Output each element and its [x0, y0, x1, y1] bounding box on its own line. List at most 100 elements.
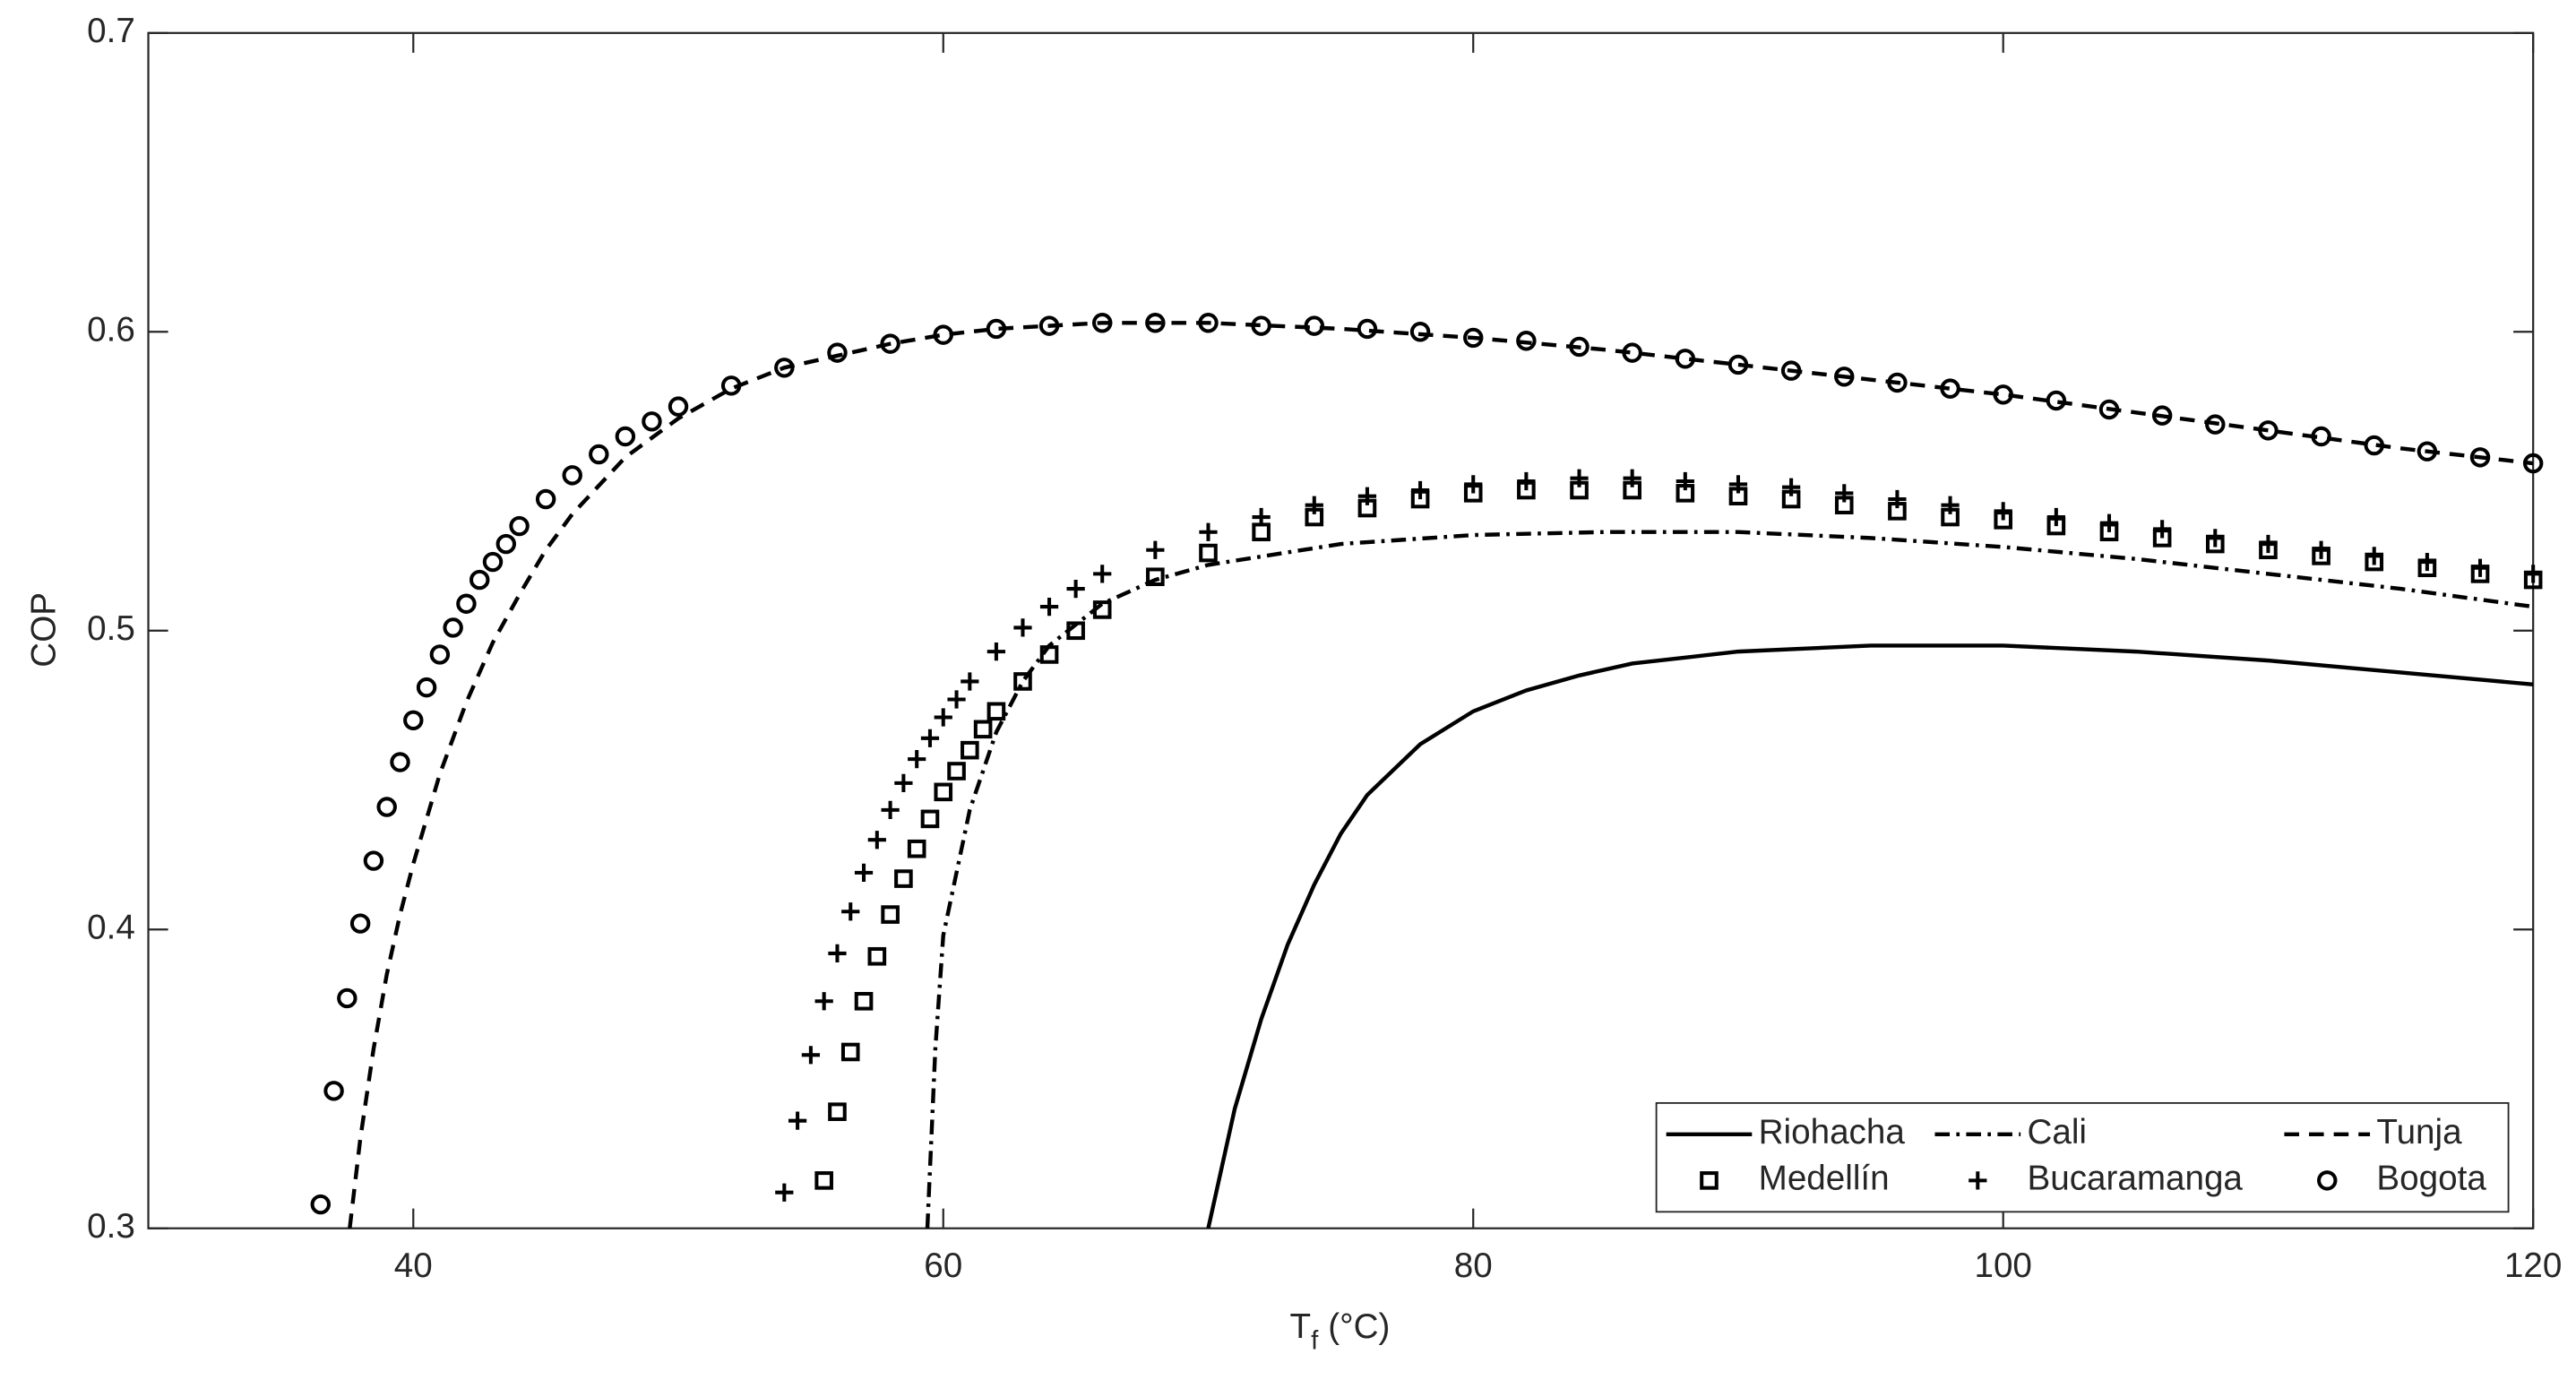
circle-marker	[2151, 405, 2173, 426]
circle-marker	[337, 988, 358, 1009]
circle-marker	[1993, 384, 2013, 405]
plus-marker	[2470, 558, 2490, 577]
circle-marker	[469, 569, 490, 591]
plus-marker	[908, 750, 926, 769]
plot-area	[147, 31, 2535, 1229]
square-marker	[1066, 621, 1085, 641]
plus-marker	[2206, 529, 2225, 548]
y-axis-label: COP	[25, 592, 64, 668]
plus-marker	[828, 944, 847, 963]
circle-marker	[720, 375, 742, 396]
plus-marker	[986, 642, 1006, 661]
plus-marker	[1146, 540, 1165, 559]
x-label-subscript: f	[1311, 1325, 1319, 1355]
circle-marker	[933, 324, 953, 345]
square-marker	[1039, 645, 1059, 664]
plus-marker	[1039, 597, 1059, 617]
circle-marker	[403, 710, 424, 731]
square-marker	[881, 905, 900, 924]
circle-marker	[416, 677, 437, 698]
plus-marker	[1728, 475, 1748, 494]
circle-marker	[363, 850, 384, 871]
x-tick-label: 40	[394, 1246, 433, 1285]
plus-marker	[1941, 496, 1960, 514]
x-tick-label: 80	[1454, 1246, 1493, 1285]
circle-marker	[589, 444, 609, 465]
plus-marker	[1517, 471, 1536, 491]
x-tick-label: 60	[924, 1246, 962, 1285]
circle-marker	[562, 465, 582, 486]
circle-marker	[2522, 453, 2544, 474]
circle-marker	[1834, 367, 1855, 387]
x-axis-label: Tf (°C)	[1290, 1307, 1391, 1355]
legend-label: Cali	[2027, 1113, 2087, 1151]
plus-marker	[2312, 540, 2330, 559]
plus-marker	[1623, 469, 1641, 487]
plus-marker	[1676, 471, 1694, 491]
circle-marker	[1038, 315, 1060, 336]
plus-marker	[775, 1183, 794, 1202]
legend-label: Medellín	[1759, 1160, 1890, 1198]
x-tick-label: 100	[1974, 1246, 2031, 1285]
circle-marker	[1198, 313, 1219, 333]
square-marker	[961, 740, 979, 760]
plus-marker	[1199, 522, 1218, 541]
plus-marker	[801, 1046, 821, 1065]
circle-marker	[390, 752, 410, 772]
plus-marker	[1066, 579, 1085, 599]
square-marker	[828, 1102, 847, 1121]
square-marker	[1252, 522, 1271, 542]
circle-marker	[2469, 447, 2491, 468]
x-label-symbol: T	[1290, 1307, 1312, 1346]
circle-marker	[443, 617, 463, 638]
circle-marker	[1727, 354, 1749, 375]
plus-marker	[1781, 478, 1801, 496]
circle-marker	[1887, 372, 1908, 393]
square-marker	[986, 702, 1006, 721]
square-marker	[840, 1042, 860, 1062]
x-label-unit: (°C)	[1328, 1307, 1390, 1346]
circle-marker	[1091, 313, 1113, 333]
circle-marker	[1622, 342, 1642, 363]
circle-marker	[1569, 336, 1590, 358]
circle-marker	[495, 533, 517, 555]
square-marker	[1199, 543, 1218, 563]
y-tick-label: 0.6	[87, 310, 135, 349]
y-tick-label: 0.4	[87, 908, 135, 946]
circle-marker	[1145, 313, 1166, 333]
square-marker	[1146, 567, 1165, 587]
circle-marker	[642, 411, 662, 432]
plus-marker	[2259, 534, 2278, 554]
legend-label: Bogota	[2376, 1160, 2486, 1198]
plus-marker	[1252, 507, 1271, 527]
plus-marker	[920, 729, 940, 747]
legend-label: Tunja	[2376, 1113, 2462, 1151]
circle-marker	[2098, 399, 2120, 420]
plus-marker	[1994, 502, 2012, 521]
circle-marker	[310, 1194, 331, 1215]
circle-marker	[376, 797, 397, 817]
circle-marker	[535, 488, 556, 510]
square-marker	[907, 839, 926, 858]
circle-marker	[2205, 414, 2226, 435]
plus-marker	[1570, 469, 1589, 487]
circle-marker	[880, 333, 900, 354]
plus-marker	[2524, 565, 2543, 583]
legend-box	[1655, 1101, 2510, 1213]
y-tick-label: 0.7	[87, 12, 135, 50]
plus-marker	[814, 992, 833, 1011]
plus-marker	[1357, 487, 1377, 505]
circle-marker	[429, 644, 451, 665]
circle-marker	[1409, 322, 1431, 342]
square-marker	[894, 869, 913, 888]
circle-marker	[1940, 378, 1960, 399]
circle-marker	[2311, 426, 2331, 447]
plus-marker	[2417, 552, 2436, 572]
square-marker	[1092, 600, 1112, 619]
circle-marker	[615, 426, 636, 447]
square-marker	[867, 946, 887, 966]
square-marker	[947, 762, 966, 781]
plus-marker	[1305, 496, 1323, 514]
circle-marker	[2258, 420, 2279, 441]
plus-marker	[2046, 507, 2065, 527]
